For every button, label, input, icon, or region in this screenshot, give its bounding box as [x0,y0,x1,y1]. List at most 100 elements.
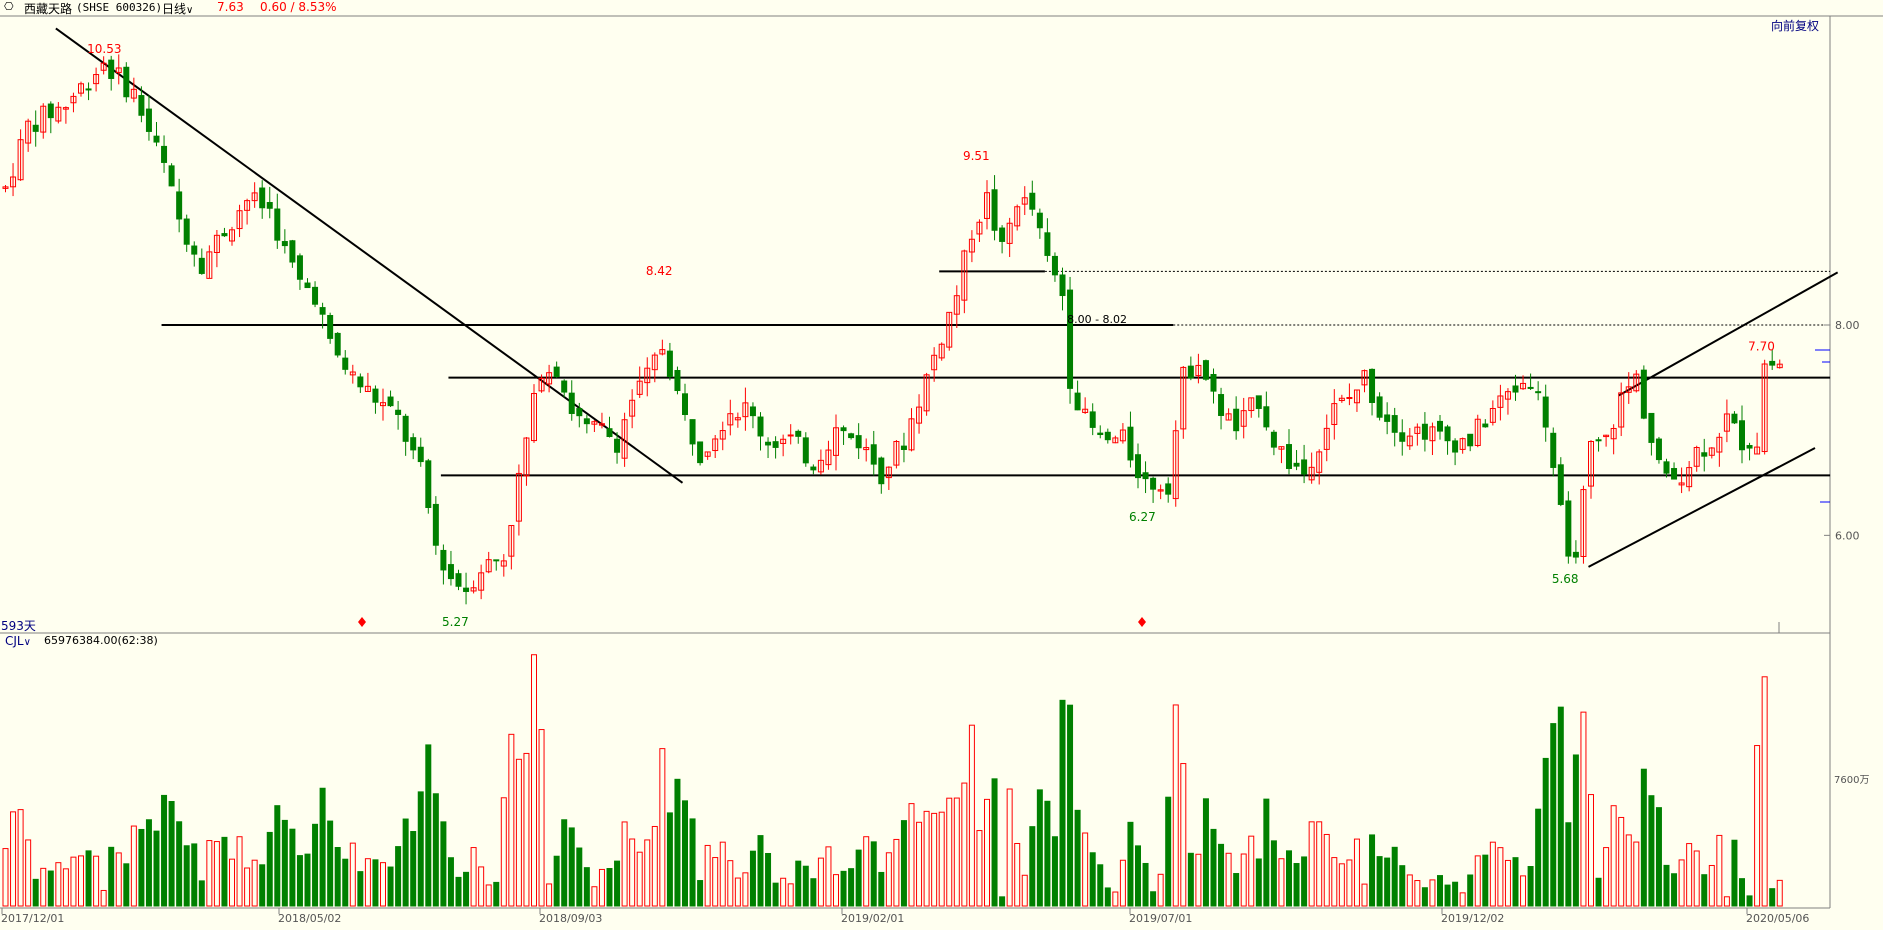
volume-bar [85,850,92,907]
volume-bar [855,849,862,907]
candle-body [689,419,696,445]
volume-bar [1036,789,1043,907]
candle-body [130,88,137,99]
volume-bar [357,871,364,907]
candle-body [1308,466,1315,481]
volume-bar [629,838,636,907]
candle-body [1467,433,1474,447]
volume-bar [1603,847,1610,907]
candle-body [1746,445,1753,449]
volume-bar [538,729,545,907]
candle-body [108,59,115,79]
volume-bar [115,852,122,907]
volume-bar [682,800,688,907]
volume-bar [606,868,613,907]
candle-body [349,371,356,376]
volume-bar [523,752,530,907]
volume-bar [417,791,424,907]
volume-bar [598,868,605,907]
volume-bar [1195,853,1202,907]
volume-bar [1255,858,1262,907]
chain-link-icon[interactable]: ⎔ [4,0,14,13]
candle-body [93,74,100,85]
volume-bar [229,858,235,907]
candle-body [1097,432,1104,436]
candle-body [1512,385,1519,393]
candle-body [1369,368,1376,403]
volume-bar [666,812,673,907]
volume-bar [1512,857,1519,907]
candle-body [870,444,877,465]
candle-body [651,354,658,371]
low-price-label: 5.68 [1552,572,1579,586]
volume-bar [1014,842,1021,907]
volume-bar [198,880,205,907]
candle-body [606,428,613,438]
volume-bar [1504,859,1511,907]
volume-bar [1459,892,1466,907]
candle-body [85,88,92,91]
volume-bar [1580,711,1587,907]
candle-body [1127,426,1134,461]
candle-body [17,139,24,181]
volume-bar [923,810,930,907]
candle-body [402,415,409,442]
volume-bar [1739,878,1745,907]
period-select[interactable]: 日线∨ [162,0,193,17]
candle-body [1739,420,1745,451]
volume-bar [1202,798,1209,907]
candle-body [1610,427,1617,440]
candle-body [327,315,334,339]
candle-body [304,282,311,289]
volume-bar [312,823,319,907]
volume-bar [455,876,462,907]
volume-bar [1618,816,1625,907]
volume-bar [1127,821,1134,907]
candle-body [40,105,47,133]
volume-bar [651,825,658,907]
volume-bar [1029,826,1036,907]
volume-bar [1527,866,1534,907]
candle-body [1497,395,1504,408]
candle-body [1089,411,1096,428]
candle-body [802,437,809,464]
x-tick-label: 2019/02/01 [841,912,904,925]
candle-body [1172,430,1179,500]
candle-body [1112,437,1119,444]
candle-body [1557,464,1564,505]
candle-body [1391,415,1398,433]
candle-body [1301,459,1308,475]
candle-body [1421,423,1428,440]
candle-body [440,549,447,571]
indicator-select[interactable]: CJL∨ [5,634,31,648]
volume-bar [138,828,145,907]
candle-body [470,587,477,592]
candle-body [1761,363,1768,453]
volume-bar [1474,855,1481,907]
candle-body [629,399,636,417]
volume-bar [968,724,975,907]
volume-bar [1421,887,1428,907]
candle-body [32,124,39,132]
candle-body [991,189,998,231]
candle-body [25,120,32,144]
candle-body [319,307,326,315]
volume-bar [108,846,115,907]
candle-body [1776,363,1783,369]
chevron-down-icon[interactable]: ∨ [23,637,31,648]
candle-body [1067,289,1074,389]
adjust-mode[interactable]: 向前复权 [1771,19,1820,33]
volume-bar [878,871,885,907]
y-tick-label: 8.00 [1835,319,1860,332]
volume-bars [2,654,1783,907]
candle-body [342,357,349,370]
candle-body [236,210,243,230]
candle-body [938,343,945,359]
volume-bar [161,794,168,907]
candle-body [1150,477,1157,490]
volume-bar [130,825,137,907]
volume-bar [1248,835,1255,907]
volume-bar [1331,857,1338,907]
candle-body [666,350,673,378]
chevron-down-icon[interactable]: ∨ [186,5,194,16]
